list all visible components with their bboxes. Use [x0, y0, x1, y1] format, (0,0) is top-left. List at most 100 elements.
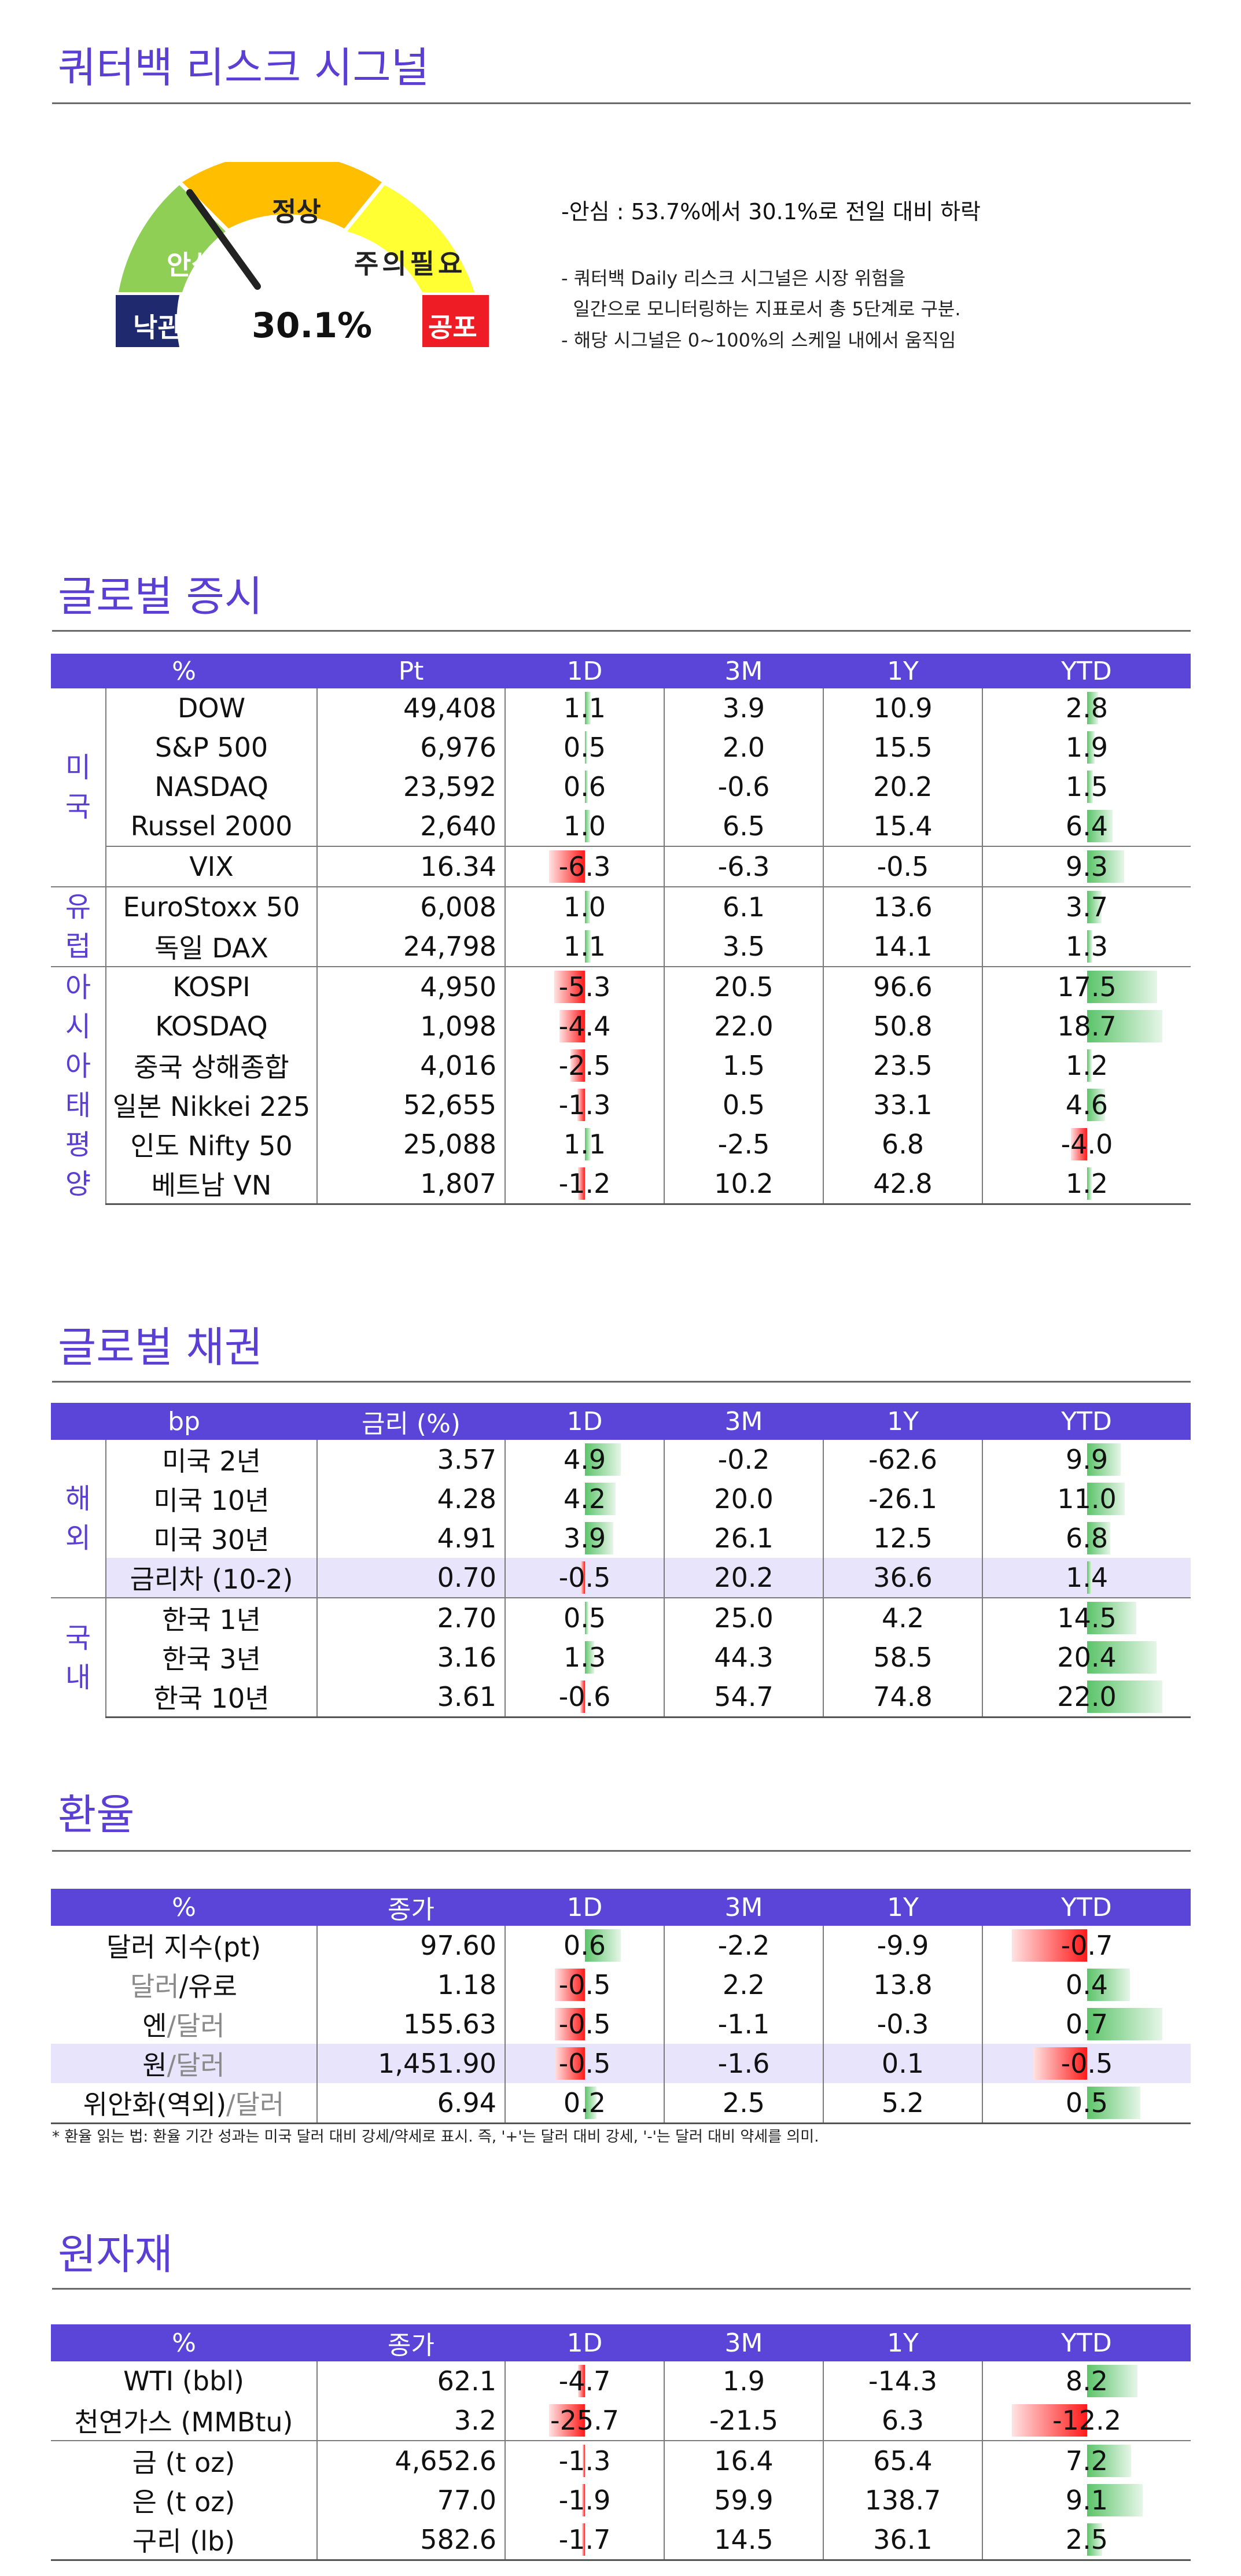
return-1d: 0.2: [505, 2083, 665, 2124]
asset-name: 엔/달러: [51, 2004, 318, 2044]
column-header: %: [51, 1889, 317, 1926]
return-1d-bar: [584, 891, 591, 923]
column-header: 1Y: [823, 1403, 983, 1440]
return-1d: -4.4: [505, 1007, 665, 1046]
return-1d-bar: [584, 1929, 621, 1962]
return-ytd: 8.2: [982, 2361, 1191, 2401]
asset-name: 베트남 VN: [106, 1164, 318, 1205]
table-row: 한국 3년 3.16 1.3 44.3 58.5 20.4: [51, 1638, 1191, 1677]
return-3m: 3.5: [664, 927, 824, 967]
return-ytd-bar: [1087, 2484, 1143, 2516]
return-1d-bar: [570, 1049, 585, 1082]
return-ytd-value: 9.9: [1065, 1444, 1109, 1475]
column-header: Pt: [317, 654, 505, 688]
return-1y: 10.9: [823, 688, 983, 728]
return-ytd-value: 7.2: [1065, 2445, 1109, 2477]
close-value: 1,451.90: [317, 2044, 506, 2083]
risk-summary: -안심 : 53.7%에서 30.1%로 전일 대비 하락: [561, 199, 981, 224]
table-row: 해 외 미국 2년 3.57 4.9 -0.2 -62.6 9.9: [51, 1440, 1191, 1598]
gauge-segment-relief: [119, 185, 226, 292]
return-3m: -2.2: [664, 1926, 824, 1965]
return-ytd-value: 6.8: [1065, 1523, 1109, 1554]
close-value: 4,652.6: [317, 2440, 506, 2481]
return-ytd-value: 1.2: [1065, 1050, 1109, 1081]
asset-name: 구리 (lb): [51, 2520, 318, 2561]
gauge-segment-fear: [422, 295, 489, 347]
return-1y: 65.4: [823, 2440, 983, 2481]
asset-name: 금 (t oz): [51, 2440, 318, 2481]
return-1d: 1.3: [505, 1638, 665, 1677]
return-ytd: 2.8: [982, 688, 1191, 728]
region-char: 럽: [65, 930, 91, 963]
return-1d: 1.1: [505, 688, 665, 728]
return-ytd-bar: [1087, 1089, 1106, 1121]
return-ytd: -0.7: [982, 1926, 1191, 1965]
table-row: 원/달러 1,451.90 -0.5 -1.6 0.1 -0.5: [51, 2044, 1191, 2083]
return-1d-bar: [584, 692, 591, 724]
region-char: 평: [65, 1128, 91, 1161]
return-1d: -2.5: [505, 1046, 665, 1085]
return-1y: 13.8: [823, 1965, 983, 2004]
close-value: 25,088: [317, 1125, 506, 1164]
header-row: % Pt 1D 3M 1Y YTD: [51, 654, 1191, 688]
asset-name-secondary: /달러: [167, 2050, 225, 2081]
return-ytd-bar: [1011, 1929, 1087, 1962]
asset-name: 미국 2년: [106, 1440, 318, 1479]
return-3m: 44.3: [664, 1638, 824, 1677]
column-header: bp: [51, 1403, 318, 1440]
table-row: 구리 (lb) 582.6 -1.7 14.5 36.1 2.5: [51, 2520, 1191, 2561]
return-1d-value: 0.2: [563, 2087, 606, 2118]
table-row: 금 (t oz) 4,652.6 -1.3 16.4 65.4 7.2: [51, 2440, 1191, 2481]
column-header: 금리 (%): [317, 1403, 506, 1440]
table-row: Russel 2000 2,640 1.0 6.5 15.4 6.4: [51, 806, 1191, 846]
return-3m: 2.5: [664, 2083, 824, 2124]
return-ytd-bar: [1087, 1049, 1092, 1082]
return-ytd-bar: [1087, 1443, 1121, 1476]
return-1d: 1.1: [505, 927, 665, 967]
region-char: 국: [65, 1621, 91, 1654]
table-row: 미 국 DOW 49,408 1.1 3.9 10.9 2.8: [51, 688, 1191, 887]
return-ytd: 1.4: [982, 1558, 1191, 1598]
return-1y: 23.5: [823, 1046, 983, 1085]
table-row: 인도 Nifty 50 25,088 1.1 -2.5 6.8 -4.0: [51, 1125, 1191, 1164]
return-ytd-bar: [1087, 971, 1158, 1003]
return-1d-value: -0.6: [558, 1681, 611, 1712]
return-ytd-bar: [1087, 771, 1093, 803]
return-1d-bar: [581, 2484, 585, 2516]
return-1y: 42.8: [823, 1164, 983, 1205]
asset-name: Russel 2000: [106, 806, 318, 846]
return-ytd-bar: [1011, 2404, 1087, 2437]
region-char: 내: [65, 1661, 91, 1694]
return-ytd-bar: [1087, 692, 1098, 724]
return-ytd-bar: [1087, 1561, 1092, 1594]
table-row: 유 럽 EuroStoxx 50 6,008 1.0 6.1 13.6 3.7: [51, 886, 1191, 967]
return-1d-value: -1.3: [558, 2445, 611, 2477]
table-row: 일본 Nikkei 225 52,655 -1.3 0.5 33.1 4.6: [51, 1085, 1191, 1125]
close-value: 1,807: [317, 1164, 506, 1205]
column-header: 종가: [317, 2324, 505, 2361]
return-ytd: 11.0: [982, 1479, 1191, 1519]
return-3m: 59.9: [664, 2481, 824, 2520]
asset-name: DOW: [106, 688, 318, 728]
return-1d: -5.3: [505, 966, 665, 1007]
column-header: 1Y: [823, 654, 982, 688]
close-value: 4,950: [317, 966, 506, 1007]
return-1y: -0.5: [823, 846, 983, 887]
column-header: YTD: [982, 1403, 1191, 1440]
return-3m: 3.9: [664, 688, 824, 728]
return-3m: -1.1: [664, 2004, 824, 2044]
return-1d-value: 1.0: [563, 891, 606, 923]
return-1d-bar: [584, 1443, 621, 1476]
table-row: NASDAQ 23,592 0.6 -0.6 20.2 1.5: [51, 767, 1191, 806]
return-ytd-bar: [1087, 1010, 1162, 1042]
return-3m: 20.2: [664, 1558, 824, 1598]
close-value: 24,798: [317, 927, 506, 967]
asset-name-primary: 엔: [142, 2010, 167, 2041]
bonds-title: 글로벌 채권: [58, 1323, 263, 1372]
fx-note: * 환율 읽는 법: 환율 기간 성과는 미국 달러 대비 강세/약세로 표시.…: [52, 2128, 819, 2146]
return-ytd-bar: [1087, 850, 1125, 883]
column-header: 3M: [664, 654, 823, 688]
return-1y: 15.5: [823, 728, 983, 767]
return-ytd-value: 1.2: [1065, 1168, 1109, 1199]
